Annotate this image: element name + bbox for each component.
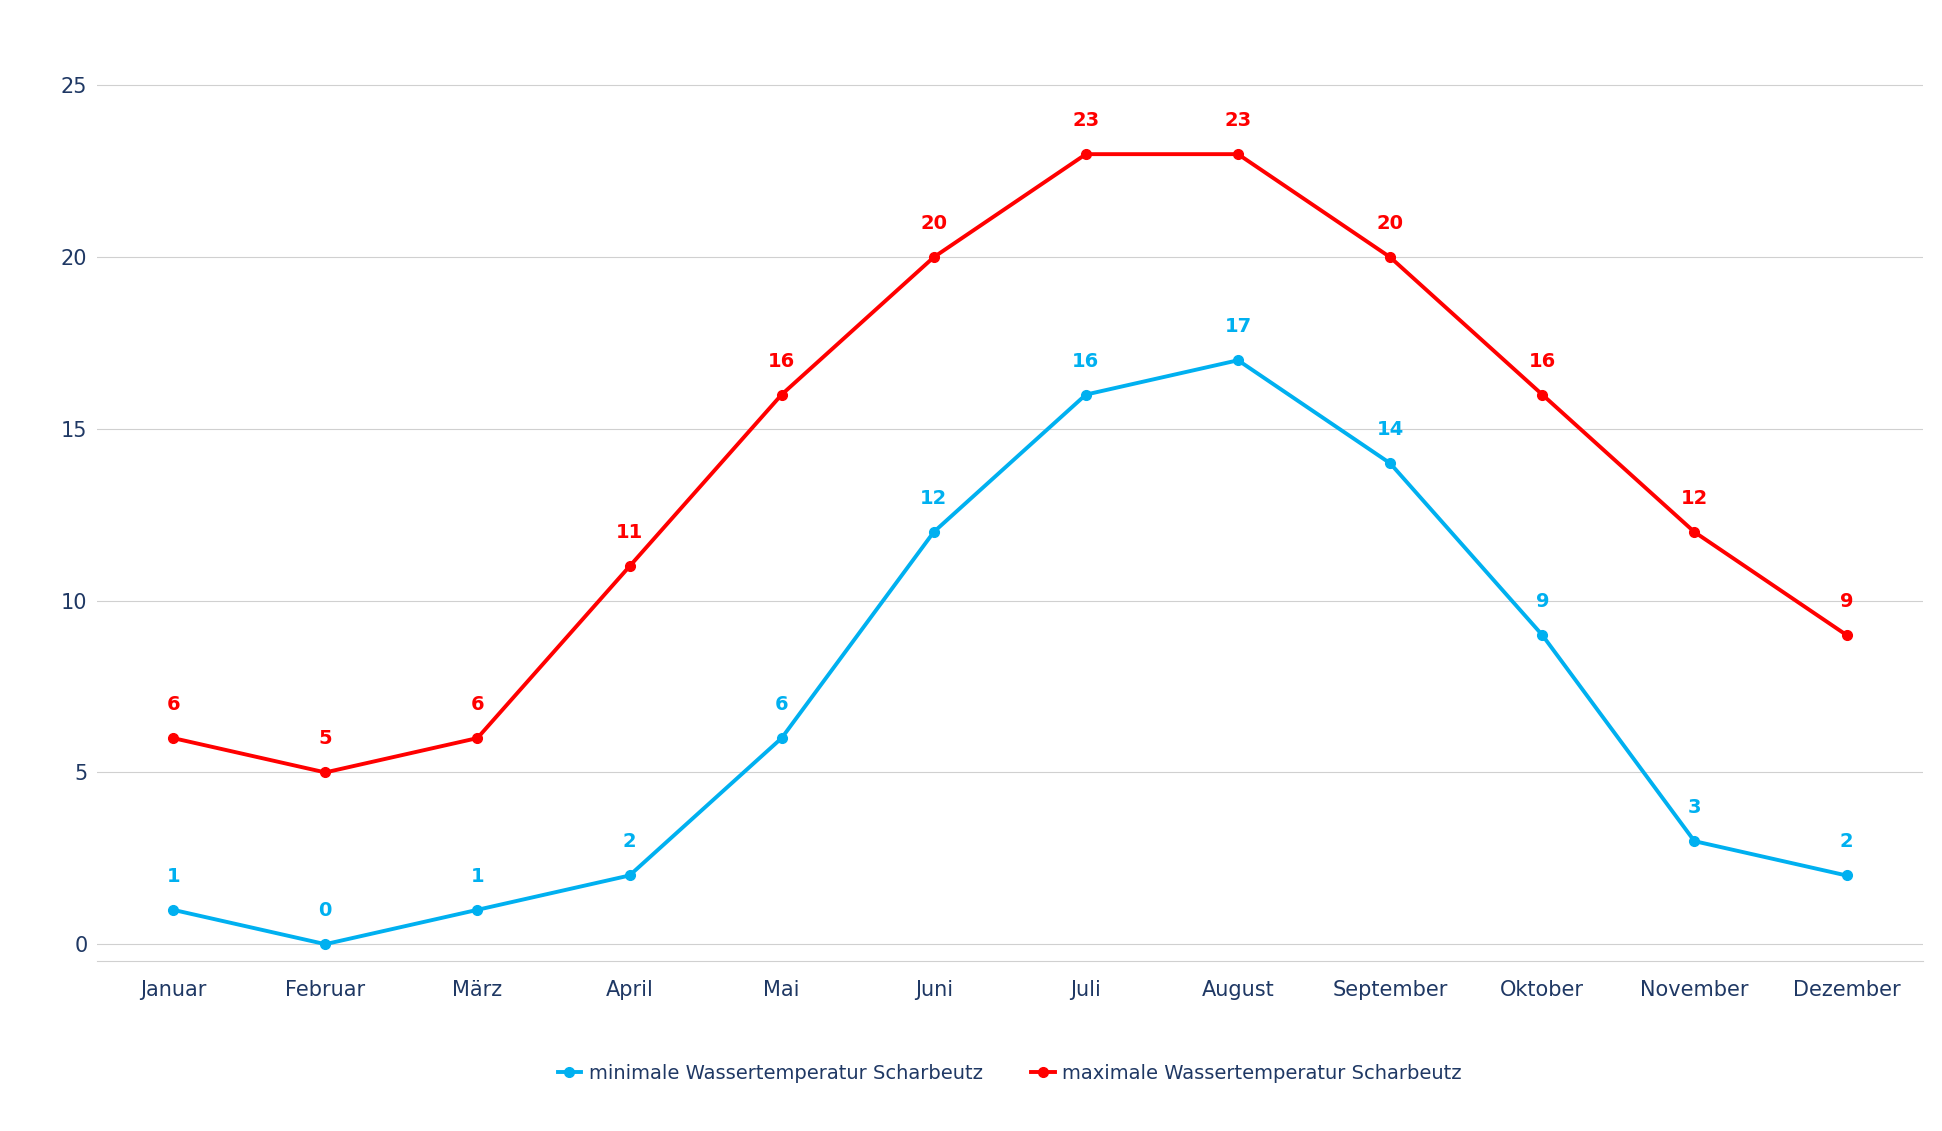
maximale Wassertemperatur Scharbeutz	[1379, 250, 1402, 264]
minimale Wassertemperatur Scharbeutz	[466, 903, 489, 916]
maximale Wassertemperatur Scharbeutz	[1682, 525, 1705, 538]
Text: 2: 2	[1839, 832, 1853, 852]
Text: 17: 17	[1225, 317, 1251, 336]
maximale Wassertemperatur Scharbeutz	[1227, 147, 1251, 161]
Text: 6: 6	[775, 696, 788, 714]
Text: 2: 2	[623, 832, 637, 852]
Text: 3: 3	[1688, 798, 1701, 817]
minimale Wassertemperatur Scharbeutz	[1530, 628, 1554, 641]
Text: 20: 20	[1377, 214, 1404, 233]
Text: 1: 1	[470, 866, 484, 886]
Line: minimale Wassertemperatur Scharbeutz: minimale Wassertemperatur Scharbeutz	[169, 355, 1851, 949]
Text: 12: 12	[921, 489, 948, 508]
Text: 6: 6	[167, 696, 181, 714]
Text: 14: 14	[1377, 421, 1404, 439]
minimale Wassertemperatur Scharbeutz	[769, 732, 792, 745]
Text: 20: 20	[921, 214, 948, 233]
Text: 5: 5	[318, 729, 332, 749]
Text: 16: 16	[1072, 352, 1099, 371]
minimale Wassertemperatur Scharbeutz	[315, 938, 338, 951]
Legend: minimale Wassertemperatur Scharbeutz, maximale Wassertemperatur Scharbeutz: minimale Wassertemperatur Scharbeutz, ma…	[550, 1056, 1470, 1090]
minimale Wassertemperatur Scharbeutz	[1227, 354, 1251, 368]
minimale Wassertemperatur Scharbeutz	[1835, 869, 1858, 882]
maximale Wassertemperatur Scharbeutz	[161, 732, 184, 745]
Text: 11: 11	[616, 524, 643, 542]
Text: 23: 23	[1225, 111, 1251, 130]
Text: 0: 0	[318, 901, 332, 921]
maximale Wassertemperatur Scharbeutz	[618, 560, 641, 573]
maximale Wassertemperatur Scharbeutz	[1835, 628, 1858, 641]
maximale Wassertemperatur Scharbeutz	[466, 732, 489, 745]
maximale Wassertemperatur Scharbeutz	[1074, 147, 1097, 161]
Text: 12: 12	[1680, 489, 1709, 508]
Line: maximale Wassertemperatur Scharbeutz: maximale Wassertemperatur Scharbeutz	[169, 149, 1851, 777]
maximale Wassertemperatur Scharbeutz	[1530, 388, 1554, 402]
maximale Wassertemperatur Scharbeutz	[769, 388, 792, 402]
Text: 9: 9	[1536, 592, 1550, 611]
Text: 23: 23	[1072, 111, 1099, 130]
Text: 6: 6	[470, 696, 484, 714]
minimale Wassertemperatur Scharbeutz	[922, 525, 946, 538]
minimale Wassertemperatur Scharbeutz	[1682, 835, 1705, 848]
maximale Wassertemperatur Scharbeutz	[922, 250, 946, 264]
Text: 16: 16	[1528, 352, 1556, 371]
minimale Wassertemperatur Scharbeutz	[1074, 388, 1097, 402]
Text: 16: 16	[767, 352, 796, 371]
minimale Wassertemperatur Scharbeutz	[161, 903, 184, 916]
minimale Wassertemperatur Scharbeutz	[618, 869, 641, 882]
maximale Wassertemperatur Scharbeutz	[315, 766, 338, 779]
minimale Wassertemperatur Scharbeutz	[1379, 457, 1402, 470]
Text: 9: 9	[1839, 592, 1853, 611]
Text: 1: 1	[167, 866, 181, 886]
